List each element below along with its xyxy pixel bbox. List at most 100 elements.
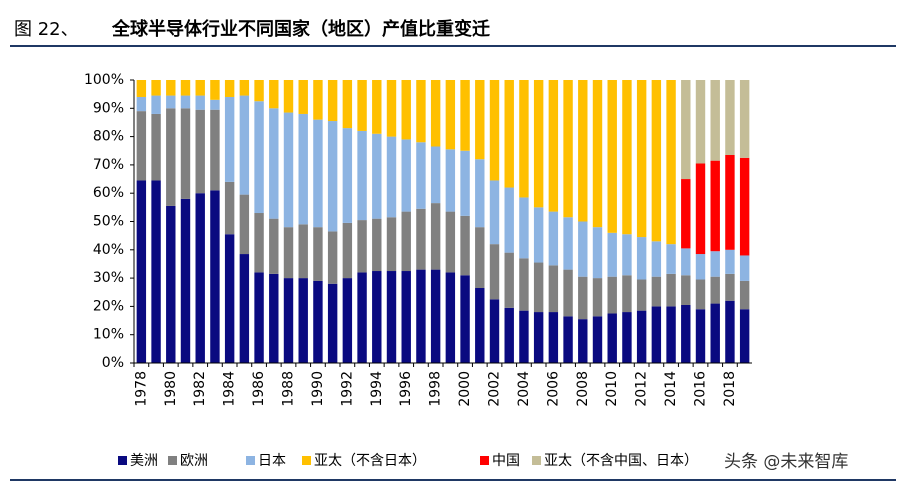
chart-title: 全球半导体行业不同国家（地区）产值比重变迁	[111, 18, 490, 40]
bar	[298, 113, 308, 225]
bar	[533, 262, 544, 313]
y-tick-label: 100%	[84, 72, 124, 88]
bar	[489, 244, 500, 300]
bar	[548, 265, 559, 313]
bar	[372, 218, 382, 272]
bar	[180, 108, 191, 199]
bar	[430, 269, 441, 363]
bar	[372, 133, 382, 219]
bar	[695, 309, 706, 363]
legend-label: 中国	[492, 453, 520, 469]
bar	[372, 80, 382, 134]
bar	[239, 194, 250, 255]
bar	[151, 80, 161, 96]
bar	[739, 309, 750, 363]
legend-swatch	[532, 456, 541, 465]
bar	[298, 80, 308, 114]
bar	[195, 109, 205, 194]
bar	[357, 130, 367, 221]
y-tick-label: 30%	[93, 270, 124, 286]
bar	[504, 80, 514, 188]
bar	[254, 272, 264, 363]
bar	[504, 307, 514, 363]
bar	[681, 275, 691, 305]
bar	[607, 232, 617, 277]
bar	[430, 80, 441, 147]
x-tick-label: 1992	[339, 371, 355, 407]
bar	[519, 197, 529, 259]
y-tick-label: 60%	[93, 185, 124, 201]
x-tick-label: 1994	[369, 371, 385, 407]
bar	[357, 80, 367, 131]
bar	[622, 234, 632, 276]
legend-label: 欧洲	[180, 453, 208, 469]
bar	[475, 288, 485, 363]
y-tick-label: 70%	[93, 157, 124, 173]
bar	[342, 80, 353, 129]
bar	[283, 80, 294, 113]
x-tick-label: 2002	[487, 371, 503, 407]
bar	[725, 273, 735, 301]
bar	[519, 80, 529, 198]
bar	[666, 80, 676, 245]
bar	[195, 95, 205, 110]
bar	[636, 310, 647, 363]
bar	[386, 136, 397, 218]
bar	[313, 80, 323, 120]
bar	[460, 150, 470, 216]
bar	[283, 278, 294, 363]
bar	[416, 269, 426, 363]
bar	[416, 142, 426, 209]
bar	[622, 275, 632, 313]
bar	[681, 80, 691, 180]
bar	[313, 119, 323, 228]
bar	[666, 306, 676, 363]
bar	[298, 224, 308, 279]
x-tick-label: 2006	[545, 371, 561, 407]
bar	[460, 80, 470, 151]
x-tick-label: 1990	[310, 371, 326, 407]
y-tick-label: 20%	[93, 298, 124, 314]
bar	[607, 276, 617, 314]
bar	[460, 215, 470, 276]
bar	[386, 271, 397, 363]
x-tick-label: 1998	[428, 371, 444, 407]
bar	[357, 272, 367, 363]
bar	[578, 276, 588, 320]
bar	[445, 211, 456, 273]
bar	[386, 80, 397, 137]
bar	[725, 249, 735, 274]
bar	[445, 272, 456, 363]
x-tick-label: 2008	[575, 371, 591, 407]
bar	[622, 312, 632, 363]
bar	[710, 303, 720, 363]
x-tick-label: 1996	[398, 371, 414, 407]
bar	[342, 128, 353, 223]
y-tick-label: 50%	[93, 214, 124, 230]
bar	[151, 180, 161, 363]
bar	[180, 95, 191, 109]
bar	[342, 222, 353, 279]
bar	[504, 252, 514, 308]
bar	[651, 306, 662, 363]
bar	[195, 80, 205, 96]
legend-swatch	[168, 456, 177, 465]
bar	[533, 207, 544, 263]
bar	[489, 180, 500, 245]
bar	[210, 109, 220, 191]
bar	[195, 193, 205, 363]
x-tick-label: 1978	[133, 371, 149, 407]
bar	[475, 159, 485, 228]
bar	[636, 279, 647, 311]
y-tick-label: 10%	[93, 327, 124, 343]
bar	[489, 299, 500, 363]
legend-label: 日本	[258, 453, 286, 469]
bar	[430, 146, 441, 204]
bar	[239, 80, 250, 96]
bar	[475, 80, 485, 160]
y-tick-label: 0%	[102, 355, 124, 371]
bar	[224, 80, 235, 97]
bar	[651, 80, 662, 242]
x-tick-label: 1982	[192, 371, 208, 407]
